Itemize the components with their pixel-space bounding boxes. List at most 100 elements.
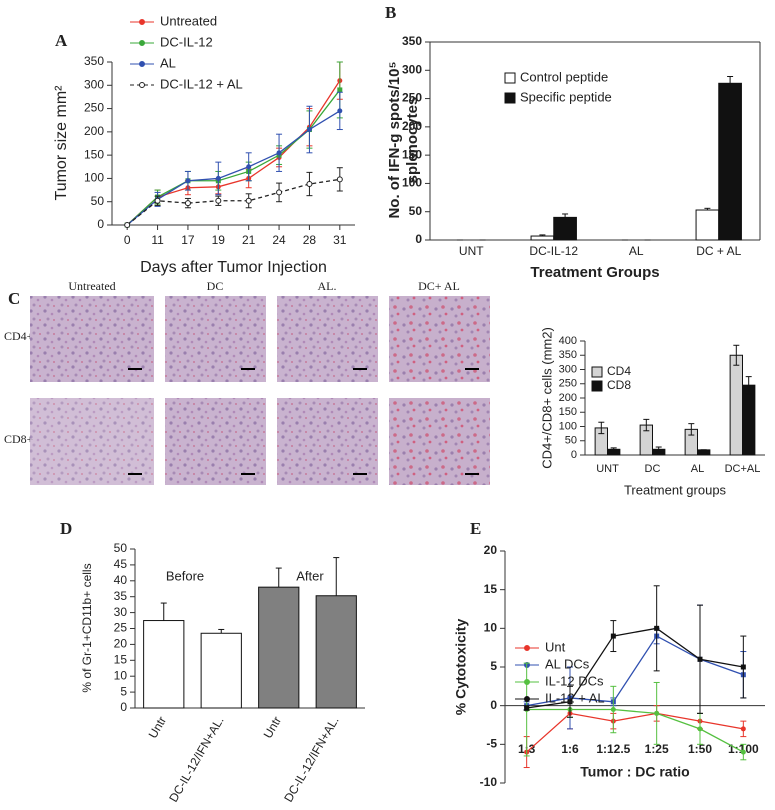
legend-label: Control peptide [520, 69, 608, 84]
y-tick-label: 45 [114, 557, 128, 571]
panel-letter: B [385, 3, 396, 22]
y-tick-label: 5 [490, 659, 497, 673]
legend-marker [139, 19, 145, 25]
line [526, 712, 744, 753]
marker [276, 189, 283, 196]
row-label: CD8+ [4, 432, 34, 446]
y-tick-label: 0 [490, 698, 497, 712]
marker [567, 699, 573, 705]
x-tick-label: 1:50 [688, 742, 712, 756]
marker [337, 87, 343, 93]
legend-label: AL DCs [545, 656, 590, 671]
marker [124, 222, 131, 228]
y-tick-label: 0 [571, 449, 577, 461]
x-tick-label: DC-IL-12 [529, 244, 578, 258]
y-tick-label: 30 [114, 605, 128, 619]
x-tick-label: 28 [303, 233, 317, 247]
x-tick-label: 19 [212, 233, 226, 247]
marker [276, 150, 282, 156]
bar [695, 209, 720, 241]
micrograph [277, 398, 378, 485]
marker [654, 710, 660, 716]
panel-letter: C [8, 289, 20, 308]
bar [718, 82, 742, 241]
bar [697, 449, 711, 456]
marker [336, 176, 343, 183]
x-axis-label: Treatment Groups [530, 264, 659, 281]
y-tick-label: 50 [565, 435, 577, 447]
x-tick-label: 1:25 [645, 742, 669, 756]
y-tick-label: 100 [559, 420, 577, 432]
legend-label: CD4 [607, 364, 631, 378]
marker [154, 197, 161, 204]
legend-marker [524, 679, 530, 685]
x-tick-label: AL [691, 463, 704, 475]
y-tick-label: 50 [91, 194, 105, 208]
bar [742, 384, 756, 456]
y-tick-label: 300 [559, 363, 577, 375]
y-axis-label: splenocytes [404, 97, 421, 184]
x-tick-label: 24 [272, 233, 286, 247]
line [526, 708, 744, 753]
legend-marker [139, 82, 145, 88]
bar [553, 216, 577, 241]
legend-label: Specific peptide [520, 89, 612, 104]
x-tick-label: 31 [333, 233, 347, 247]
y-tick-label: 35 [114, 589, 128, 603]
y-tick-label: 50 [409, 204, 423, 218]
y-tick-label: 10 [484, 621, 498, 635]
column-label: DC+ AL [418, 279, 460, 293]
y-tick-label: -10 [480, 775, 498, 789]
x-axis-label: Tumor : DC ratio [580, 764, 689, 780]
legend-marker [524, 645, 530, 651]
x-tick-label: DC + AL [696, 244, 741, 258]
y-tick-label: 0 [97, 217, 104, 231]
marker [337, 108, 343, 114]
marker [697, 656, 703, 662]
y-tick-label: 200 [559, 392, 577, 404]
y-tick-label: 20 [114, 637, 128, 651]
annotation: Before [166, 568, 204, 583]
x-tick-label: 21 [242, 233, 256, 247]
y-axis-label: % of Gr-1+CD11b+ cells [80, 563, 94, 692]
y-tick-label: 350 [402, 34, 422, 48]
marker [185, 178, 191, 184]
marker [654, 625, 660, 631]
y-tick-label: 15 [114, 652, 128, 666]
y-tick-label: 5 [120, 684, 127, 698]
marker [306, 181, 313, 188]
annotation: After [296, 568, 324, 583]
x-tick-label: 1:6 [561, 742, 579, 756]
y-tick-label: 200 [84, 124, 104, 138]
y-tick-label: 250 [559, 378, 577, 390]
legend-label: Unt [545, 639, 566, 654]
y-tick-label: 200 [402, 119, 422, 133]
micrograph [277, 296, 378, 382]
y-tick-label: 40 [114, 573, 128, 587]
micrograph [30, 296, 154, 382]
marker [740, 726, 746, 732]
y-axis-label: Tumor size mm² [53, 85, 70, 201]
x-axis-label: Treatment groups [624, 482, 727, 497]
marker [524, 705, 530, 711]
marker [610, 707, 616, 713]
column-label: AL. [318, 279, 337, 293]
x-tick-label: UNT [596, 463, 619, 475]
marker [246, 164, 252, 170]
x-tick-label: 17 [181, 233, 195, 247]
column-label: Untreated [68, 279, 115, 293]
marker [184, 200, 191, 207]
y-tick-label: 300 [402, 62, 422, 76]
y-tick-label: 150 [559, 406, 577, 418]
bar [258, 586, 300, 709]
y-tick-label: 350 [559, 349, 577, 361]
marker [740, 664, 746, 670]
y-axis-label: % Cytotoxicity [453, 619, 469, 716]
x-tick-label: 1:12.5 [596, 742, 630, 756]
bar [200, 632, 242, 709]
bar [315, 595, 357, 709]
line [526, 627, 744, 709]
y-tick-label: 15 [484, 582, 498, 596]
legend-label: Untreated [160, 13, 217, 28]
y-tick-label: 0 [120, 700, 127, 714]
